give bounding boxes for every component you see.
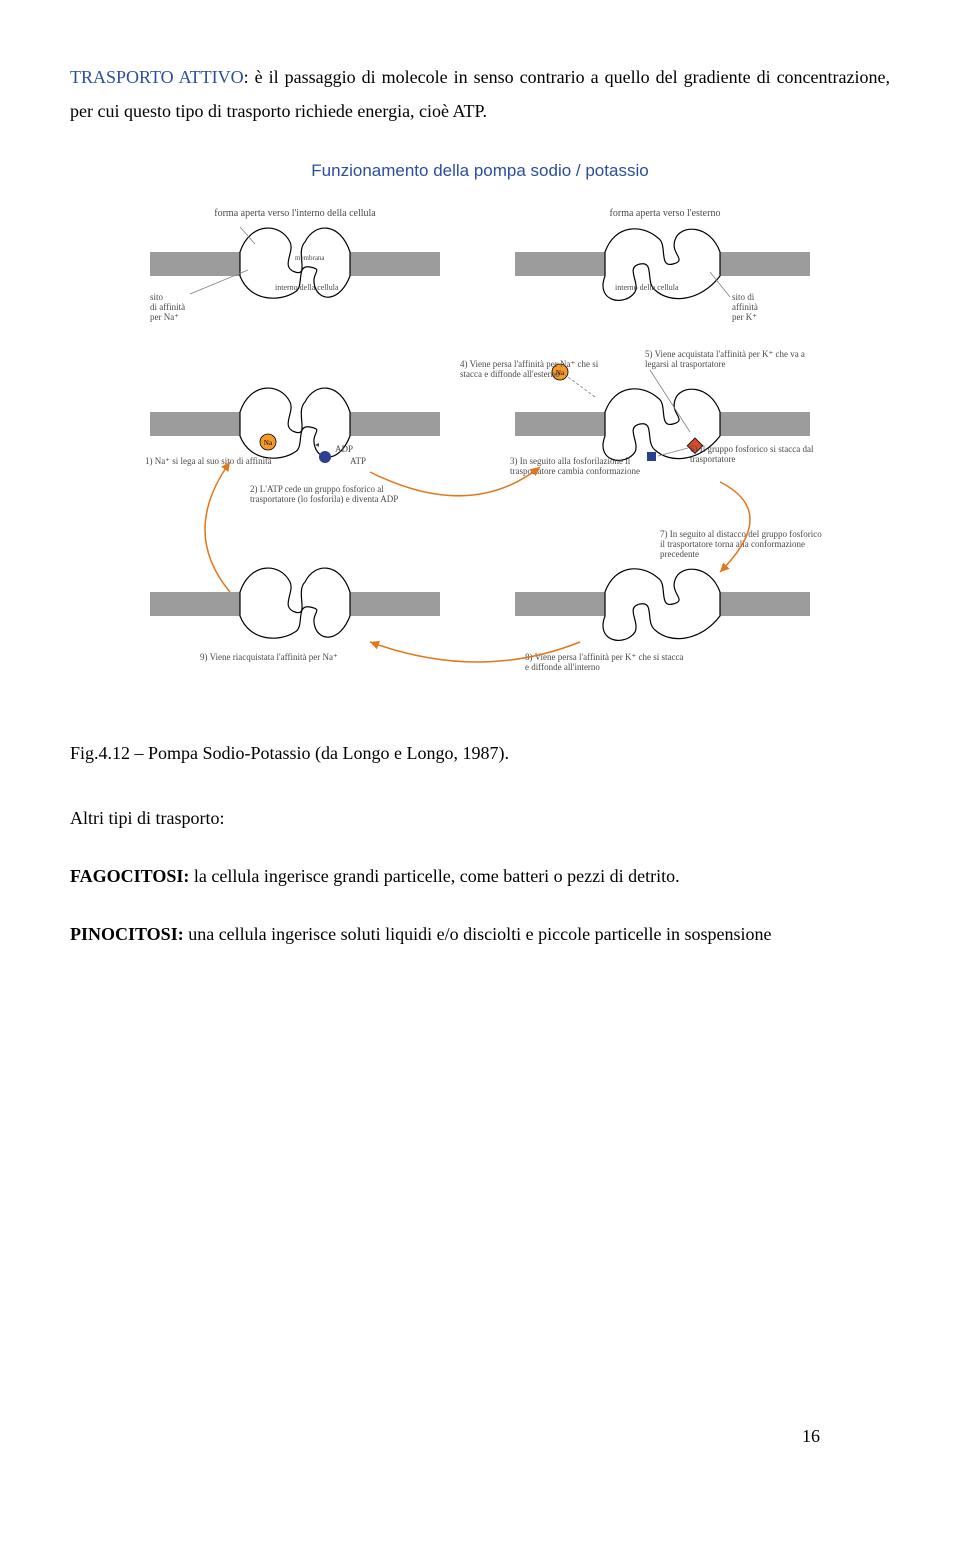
pump-svg: Funzionamento della pompa sodio / potass…	[120, 152, 840, 712]
svg-text:Na: Na	[264, 439, 273, 447]
pump-r2-left: Na ATP ◂ ADP	[150, 388, 440, 466]
intro-paragraph: TRASPORTO ATTIVO: è il passaggio di mole…	[70, 60, 890, 128]
svg-text:ATP: ATP	[350, 456, 366, 466]
label-step9: 9) Viene riacquistata l'affinità per Na⁺	[200, 652, 338, 662]
label-step3: 3) In seguito alla fosforilazione il tra…	[510, 456, 640, 476]
atp-dot-icon	[319, 451, 331, 463]
other-transport-intro: Altri tipi di trasporto:	[70, 801, 890, 835]
label-step6: 6) Il gruppo fosforico si stacca dal tra…	[690, 444, 816, 464]
pinocitosi-term: PINOCITOSI:	[70, 924, 184, 944]
figure-title: Funzionamento della pompa sodio / potass…	[311, 161, 648, 180]
label-step2: 2) L'ATP cede un gruppo fosforico al tra…	[250, 484, 398, 504]
phosphate-icon	[647, 452, 656, 461]
arrow-9-1	[205, 462, 230, 592]
svg-text:interno della cellula: interno della cellula	[275, 283, 339, 292]
svg-text:membrana: membrana	[295, 254, 325, 262]
fagocitosi-term: FAGOCITOSI:	[70, 866, 189, 886]
label-step1: 1) Na⁺ si lega al suo sito di affinità	[145, 456, 272, 466]
label-top-right: forma aperta verso l'esterno	[610, 208, 721, 219]
arrow-6-7	[720, 482, 750, 572]
page-number: 16	[802, 1426, 820, 1447]
label-sito-na: sito di affinità per Na⁺	[150, 292, 187, 322]
figure-caption: Fig.4.12 – Pompa Sodio-Potassio (da Long…	[70, 736, 890, 770]
svg-text:ADP: ADP	[335, 444, 353, 454]
fagocitosi-para: FAGOCITOSI: la cellula ingerisce grandi …	[70, 859, 890, 893]
pump-r3-left	[150, 568, 440, 638]
pump-r3-right	[515, 569, 810, 641]
svg-text:interno della cellula: interno della cellula	[615, 283, 679, 292]
pinocitosi-para: PINOCITOSI: una cellula ingerisce soluti…	[70, 917, 890, 951]
label-step5: 5) Viene acquistata l'affinità per K⁺ ch…	[645, 349, 807, 369]
svg-text:◂: ◂	[315, 440, 319, 449]
trasporto-attivo-term: TRASPORTO ATTIVO	[70, 67, 244, 87]
pinocitosi-text: una cellula ingerisce soluti liquidi e/o…	[184, 924, 772, 944]
pump-r1-left: interno della cellula membrana	[150, 227, 440, 298]
label-top-left: forma aperta verso l'interno della cellu…	[214, 208, 376, 219]
figure-pump-diagram: Funzionamento della pompa sodio / potass…	[70, 152, 890, 712]
fagocitosi-text: la cellula ingerisce grandi particelle, …	[189, 866, 679, 886]
label-step4: 4) Viene persa l'affinità per Na⁺ che si…	[460, 359, 600, 379]
page: TRASPORTO ATTIVO: è il passaggio di mole…	[70, 60, 890, 1487]
pump-r1-right: interno della cellula	[515, 229, 810, 301]
label-step8: 8) Viene persa l'affinità per K⁺ che si …	[525, 652, 686, 672]
label-sito-k: sito di affinità per K⁺	[732, 292, 760, 322]
